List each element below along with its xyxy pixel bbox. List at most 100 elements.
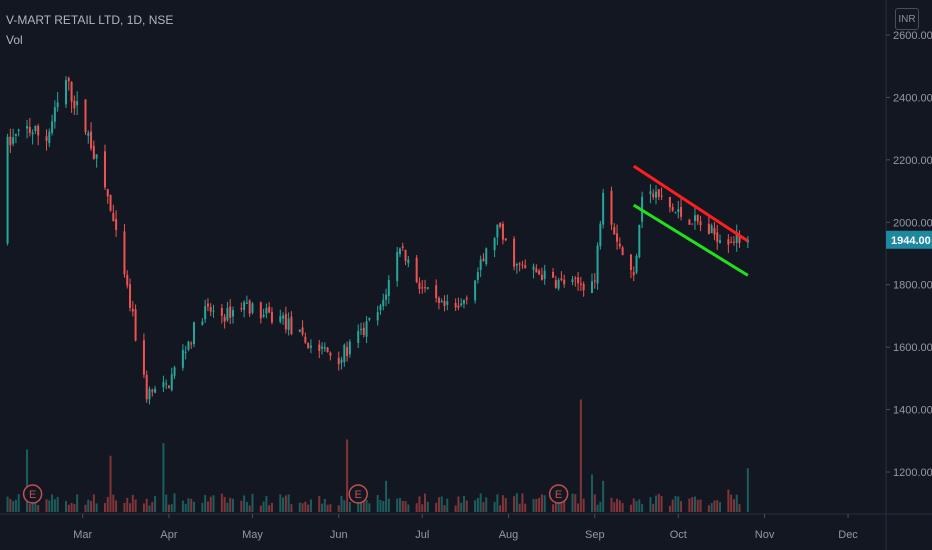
volume-bar [170, 504, 173, 512]
candle-body [14, 134, 17, 136]
candle-body [265, 307, 268, 314]
volume-bar [638, 499, 641, 512]
candle-body [710, 225, 713, 234]
candle-body [688, 219, 691, 225]
volume-bar [677, 496, 680, 512]
candle-body [90, 131, 93, 149]
candle-body [268, 306, 271, 313]
candle-body [37, 125, 40, 136]
volume-bar [126, 497, 129, 512]
candle-body [379, 305, 382, 311]
time-tick-label: Sep [585, 529, 605, 541]
volume-bar [204, 495, 207, 512]
candle-body [76, 101, 79, 106]
candle-body [212, 310, 215, 312]
volume-bar [220, 493, 223, 512]
volume-bar [591, 474, 593, 512]
time-tick-label: Oct [670, 529, 687, 541]
volume-bar [357, 499, 360, 512]
volume-bar [696, 499, 699, 512]
candle-body [17, 129, 20, 132]
currency-badge[interactable]: INR [895, 8, 919, 30]
volume-bar [17, 494, 20, 512]
candle-body [123, 231, 126, 275]
earnings-marker-label: E [355, 489, 362, 501]
candle-body [87, 132, 90, 136]
volume-bar [382, 500, 385, 512]
candle-body [92, 145, 95, 160]
candle-body [635, 255, 638, 273]
candle-body [504, 238, 507, 241]
price-tick-label: 2000.00 [893, 217, 932, 229]
volume-bar [245, 501, 248, 512]
candle-body [6, 136, 9, 244]
candle-body [206, 303, 209, 307]
volume-bar [262, 501, 265, 512]
volume-bar [401, 500, 404, 512]
volume-bar [493, 501, 496, 512]
time-tick-label: Jun [330, 529, 348, 541]
candle-body [181, 349, 184, 368]
candle-body [649, 191, 652, 195]
candle-body [407, 259, 410, 264]
candle-body [262, 314, 265, 317]
time-tick-label: May [242, 529, 263, 541]
volume-bar [593, 494, 596, 512]
candle-body [674, 212, 677, 214]
volume-bar [31, 498, 34, 512]
candle-body [540, 274, 543, 281]
candle-body [518, 263, 521, 265]
volume-bar [693, 496, 696, 512]
volume-bar [641, 504, 644, 512]
candle-body [360, 328, 363, 330]
candle-body [515, 264, 518, 266]
candle-body [51, 121, 54, 133]
candle-body [657, 189, 660, 197]
candle-body [535, 268, 538, 273]
volume-bar [56, 496, 59, 512]
price-tick-label: 1800.00 [893, 280, 932, 292]
candle-body [48, 131, 51, 144]
candle-body [284, 313, 287, 330]
volume-bar [504, 498, 507, 512]
volume-bar [443, 505, 446, 512]
candle-body [693, 215, 696, 221]
volume-bar [290, 504, 293, 512]
volume-bar [746, 468, 749, 512]
candle-body [443, 300, 446, 306]
candle-body [270, 311, 273, 323]
candle-body [424, 287, 427, 289]
volume-bar [151, 502, 154, 512]
candle-body [326, 347, 329, 353]
candle-body [707, 223, 710, 235]
candle-body [301, 327, 304, 335]
volume-bar [340, 495, 343, 512]
volume-bar [435, 502, 438, 512]
volume-bar [368, 503, 371, 512]
candle-body [365, 321, 368, 337]
candle-body [465, 298, 468, 300]
candle-body [577, 277, 580, 284]
candle-body [282, 315, 285, 319]
candlesticks [6, 76, 749, 405]
volume-bar [735, 494, 738, 512]
volume-bar [231, 498, 234, 512]
candle-body [730, 242, 733, 244]
volume-bar [535, 498, 538, 512]
candle-body [591, 281, 593, 293]
earnings-marker-label: E [29, 489, 36, 501]
volume-bar [65, 500, 68, 512]
volume-bar [134, 499, 137, 512]
volume-bar [657, 493, 660, 512]
volume-bar [190, 498, 193, 512]
candle-body [485, 248, 488, 264]
candle-body [187, 341, 190, 350]
volume-bar [212, 495, 215, 512]
volume-bar [9, 498, 12, 512]
volume-bar [307, 504, 310, 512]
candle-body [148, 388, 151, 400]
candle-body [574, 277, 577, 279]
candle-body [67, 77, 70, 82]
